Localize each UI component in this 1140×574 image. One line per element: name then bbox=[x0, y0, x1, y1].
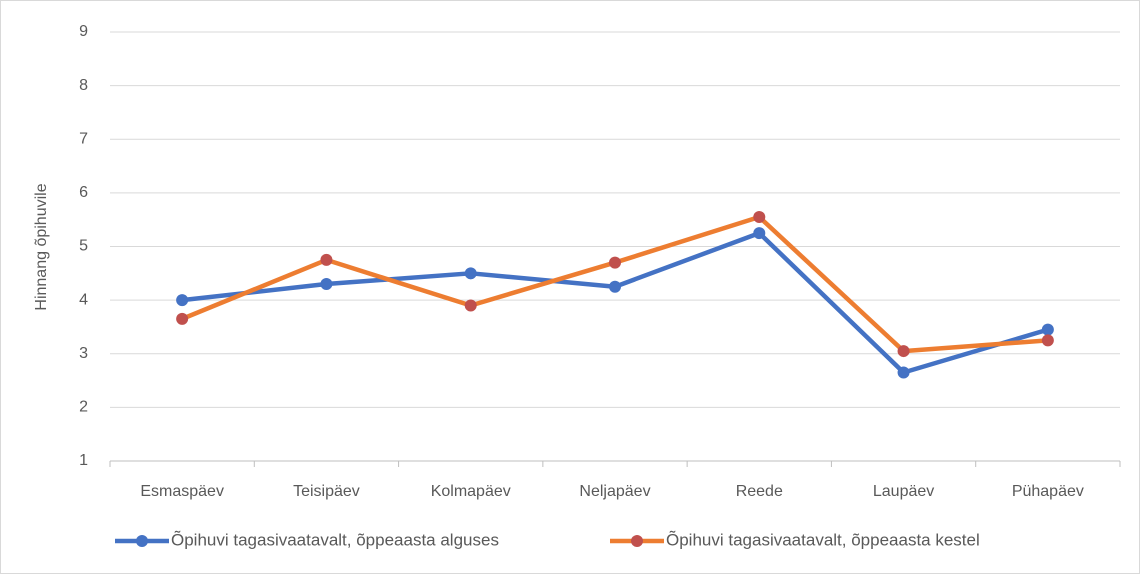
x-tick-label: Reede bbox=[736, 483, 783, 500]
x-tick-label: Neljapäev bbox=[579, 483, 650, 500]
y-tick-label: 1 bbox=[79, 452, 88, 469]
point-marker bbox=[1041, 323, 1054, 336]
point-marker bbox=[176, 312, 189, 325]
y-tick-label: 7 bbox=[79, 130, 88, 147]
point-marker bbox=[897, 366, 910, 379]
point-marker bbox=[464, 267, 477, 280]
point-marker bbox=[320, 253, 333, 266]
point-marker bbox=[753, 227, 766, 240]
legend-label: Õpihuvi tagasivaatavalt, õppeaasta keste… bbox=[666, 530, 980, 549]
y-tick-label: 6 bbox=[79, 184, 88, 201]
y-tick-label: 4 bbox=[79, 291, 88, 308]
x-tick-label: Pühapäev bbox=[1012, 483, 1084, 500]
legend-label: Õpihuvi tagasivaatavalt, õppeaasta algus… bbox=[171, 530, 499, 549]
y-tick-label: 2 bbox=[79, 399, 88, 416]
legend-marker bbox=[136, 535, 148, 547]
y-tick-label: 9 bbox=[79, 23, 88, 40]
point-marker bbox=[1041, 334, 1054, 347]
x-tick-label: Kolmapäev bbox=[431, 483, 511, 500]
point-marker bbox=[897, 345, 910, 358]
x-tick-label: Teisipäev bbox=[293, 483, 360, 500]
legend-marker bbox=[631, 535, 643, 547]
x-tick-label: Laupäev bbox=[873, 483, 934, 500]
x-tick-label: Esmaspäev bbox=[140, 483, 224, 500]
y-tick-label: 3 bbox=[79, 345, 88, 362]
point-marker bbox=[320, 278, 333, 291]
y-tick-label: 5 bbox=[79, 238, 88, 255]
point-marker bbox=[609, 256, 621, 269]
y-tick-label: 8 bbox=[79, 77, 88, 94]
point-marker bbox=[176, 294, 189, 307]
point-marker bbox=[753, 211, 766, 224]
point-marker bbox=[609, 280, 621, 293]
y-axis-label: Hinnang õpihuvile bbox=[33, 183, 50, 310]
point-marker bbox=[464, 299, 477, 312]
